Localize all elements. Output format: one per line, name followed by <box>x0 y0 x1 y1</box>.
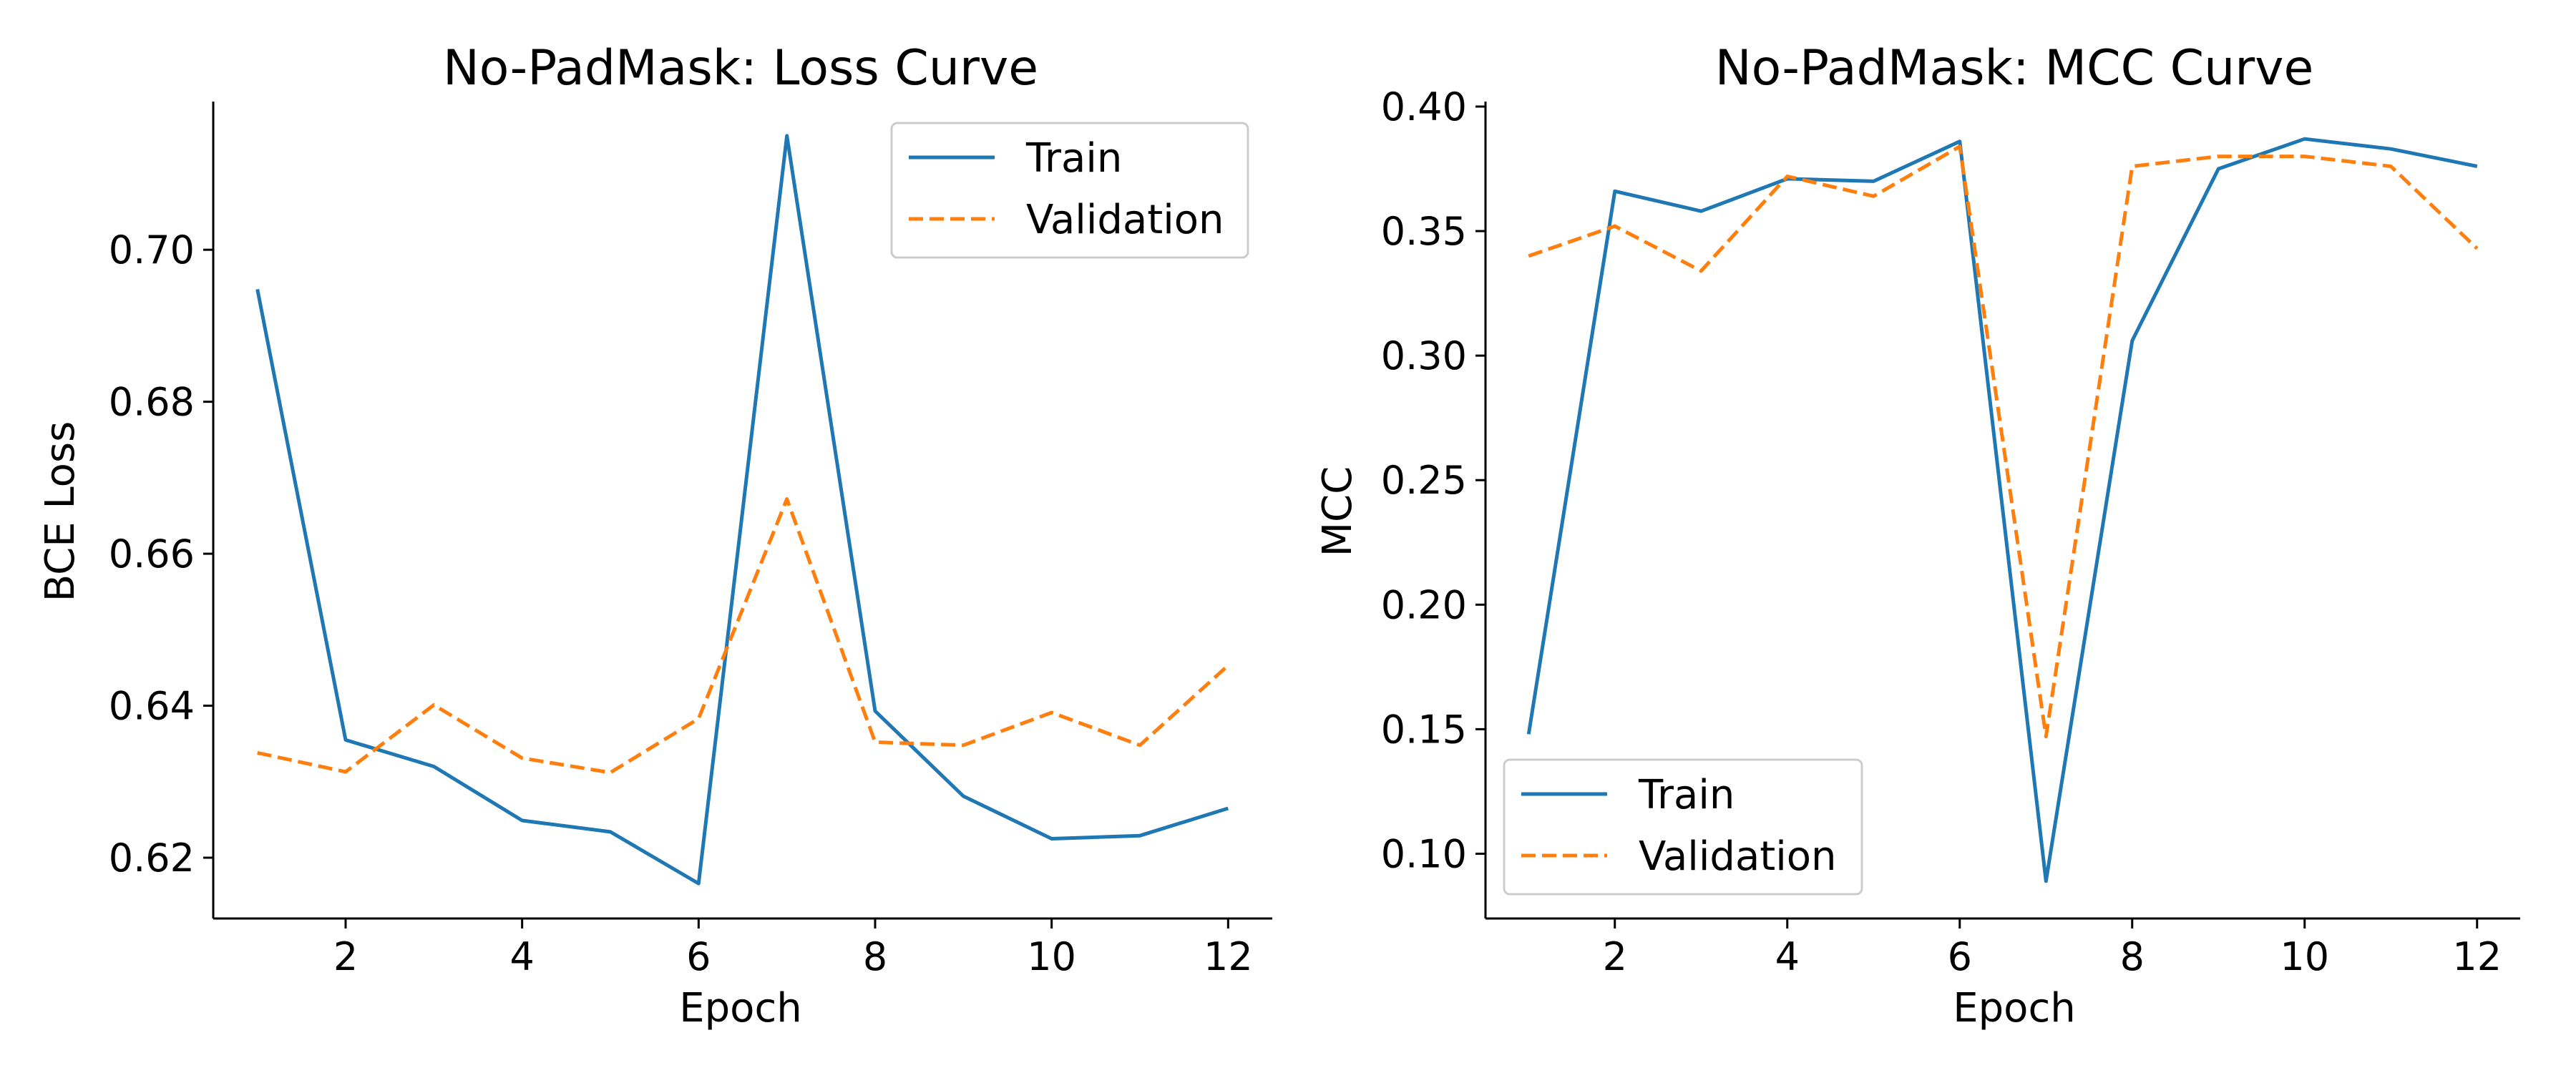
loss-chart-x-axis-label: Epoch <box>679 985 801 1032</box>
loss-chart-series-validation-line <box>257 497 1229 775</box>
mcc-chart-y-tick-label: 0.40 <box>1381 84 1467 129</box>
mcc-chart-legend-validation-label: Validation <box>1639 833 1837 880</box>
loss-chart-y-tick-label: 0.64 <box>109 684 195 729</box>
mcc-chart-y-tick-label: 0.20 <box>1381 582 1467 627</box>
mcc-chart-x-tick-label: 2 <box>1603 934 1627 979</box>
mcc-chart-x-tick-label: 8 <box>2120 934 2145 979</box>
loss-chart-y-axis-label: BCE Loss <box>37 421 84 602</box>
mcc-chart-panel: No-PadMask: MCC Curve 2 4 6 8 10 12 0.10 0.15 0.… <box>1314 40 2520 1032</box>
mcc-chart-legend: Train Validation <box>1503 758 1863 896</box>
mcc-chart-y-axis-label: MCC <box>1314 466 1361 557</box>
mcc-chart-series-train-line <box>1526 137 2478 883</box>
mcc-chart-plot-area: 2 4 6 8 10 12 0.10 0.15 0.20 0.25 0.30 0.35 0.40 <box>1381 84 2520 979</box>
mcc-chart-x-tick-label: 6 <box>1948 934 1972 979</box>
mcc-chart-y-tick-label: 0.30 <box>1381 333 1467 378</box>
mcc-chart-y-tick-label: 0.10 <box>1381 831 1467 876</box>
loss-chart-y-tick-label: 0.68 <box>109 380 195 425</box>
loss-chart-y-tick-label: 0.70 <box>109 227 195 273</box>
loss-chart-legend-train-label: Train <box>1025 135 1122 182</box>
loss-chart-legend-validation-label: Validation <box>1026 197 1224 243</box>
mcc-chart-x-tick-label: 10 <box>2280 934 2329 979</box>
loss-chart-y-tick-label: 0.66 <box>109 531 195 577</box>
mcc-chart-x-tick-label: 4 <box>1775 934 1800 979</box>
loss-chart-series-train-line <box>255 134 1229 886</box>
loss-chart-x-tick-label: 12 <box>1204 934 1253 979</box>
loss-chart-y-tick-label: 0.62 <box>109 836 195 881</box>
loss-chart-panel: No-PadMask: Loss Curve 2 4 6 8 10 12 0.62 0.64 0… <box>37 40 1272 1032</box>
mcc-chart-y-tick-label: 0.15 <box>1381 707 1467 752</box>
mcc-chart-y-tick-label: 0.25 <box>1381 458 1467 503</box>
loss-chart-x-tick-label: 4 <box>509 934 534 979</box>
loss-chart-x-tick-label: 6 <box>686 934 711 979</box>
mcc-chart-y-tick-label: 0.35 <box>1381 209 1467 254</box>
mcc-chart-legend-train-label: Train <box>1638 772 1735 818</box>
mcc-chart-x-tick-label: 12 <box>2452 934 2502 979</box>
mcc-chart-x-axis-label: Epoch <box>1953 985 2075 1032</box>
mcc-chart-title: No-PadMask: MCC Curve <box>1715 40 2314 97</box>
loss-chart-x-tick-label: 10 <box>1027 934 1076 979</box>
loss-chart-legend: Train Validation <box>890 122 1249 259</box>
loss-chart-title: No-PadMask: Loss Curve <box>443 40 1038 97</box>
mcc-chart-series-validation-line <box>1528 144 2479 739</box>
loss-chart-x-tick-label: 2 <box>333 934 358 979</box>
loss-chart-plot-area: 2 4 6 8 10 12 0.62 0.64 0.66 0.68 0.70 <box>109 102 1272 979</box>
loss-chart-x-tick-label: 8 <box>863 934 887 979</box>
